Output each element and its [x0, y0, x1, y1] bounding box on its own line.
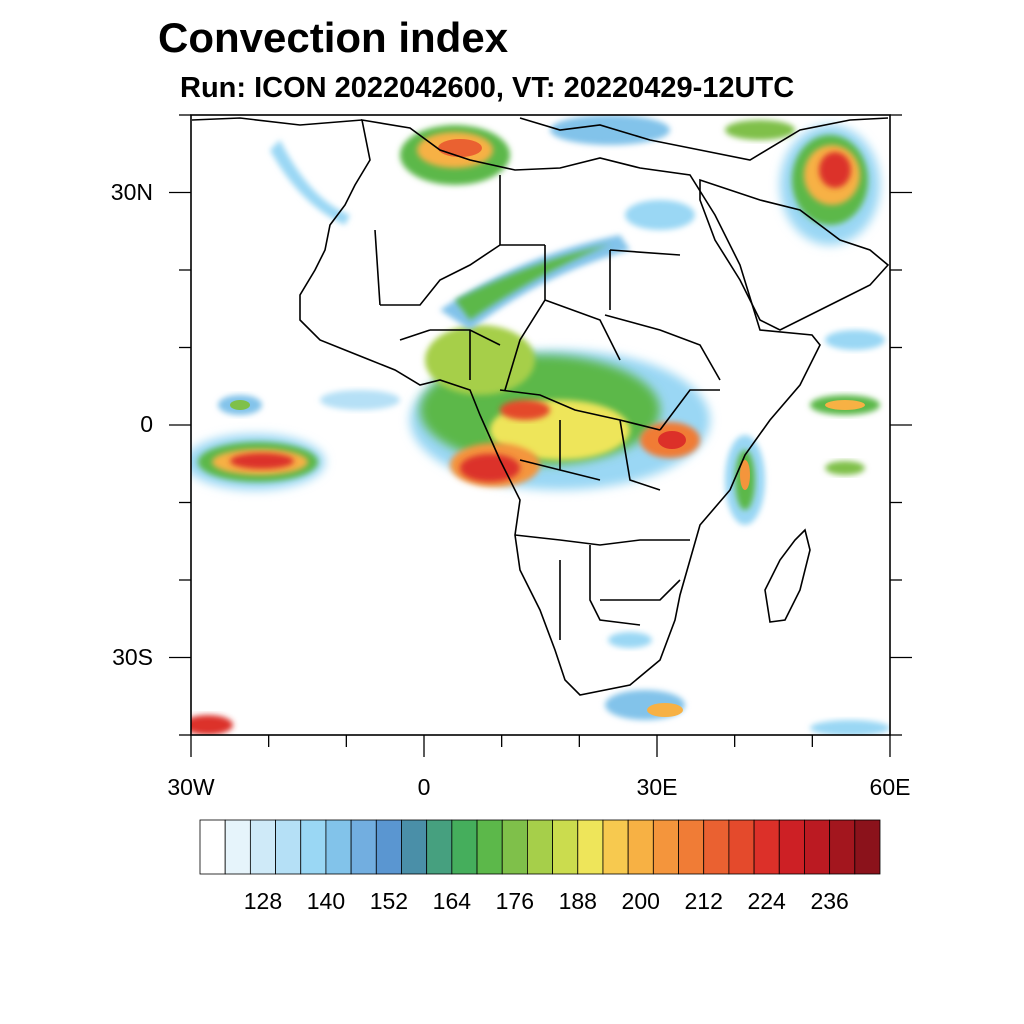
colorbar-swatch [224, 819, 251, 875]
plot-title: Convection index [158, 14, 509, 61]
colorbar-tick-label: 188 [558, 888, 597, 914]
convection-field [191, 115, 890, 735]
lat-label: 30N [110, 178, 153, 205]
plot-subtitle: Run: ICON 2022042600, VT: 20220429-12UTC [180, 72, 795, 104]
colorbar-tick-label: 224 [747, 888, 786, 914]
atlantic-convection-band [191, 390, 400, 490]
madagascar-coastline [764, 528, 811, 623]
colorbar-swatch [652, 819, 679, 875]
colorbar [199, 819, 881, 875]
colorbar-swatch [527, 819, 553, 875]
lat-label: 0 [140, 411, 153, 437]
colorbar-swatch [325, 819, 352, 875]
colorbar-swatch [753, 819, 780, 875]
lon-label: 60E [869, 774, 911, 800]
colorbar-swatch [426, 819, 453, 875]
colorbar-swatch [300, 819, 327, 875]
colorbar-swatch [552, 819, 579, 875]
colorbar-tick-label: 212 [684, 888, 723, 914]
colorbar-tick-label: 200 [621, 888, 660, 914]
colorbar-tick-label: 164 [432, 888, 472, 914]
arabia-coastline [699, 178, 890, 331]
colorbar-tick-label: 176 [495, 888, 534, 914]
country-borders [374, 175, 721, 640]
lon-label: 30E [636, 774, 678, 800]
coastlines [191, 117, 890, 696]
colorbar-swatch [501, 819, 528, 875]
colorbar-swatch [199, 819, 226, 875]
colorbar-swatch [703, 819, 730, 875]
colorbar-swatch [829, 819, 856, 875]
colorbar-swatch [476, 819, 503, 875]
colorbar-swatch [678, 819, 705, 875]
colorbar-swatch [728, 819, 755, 875]
colorbar-swatch [627, 819, 654, 875]
colorbar-tick-label: 152 [369, 888, 409, 914]
colorbar-swatch [375, 819, 402, 875]
colorbar-swatch [275, 819, 302, 875]
sahel-convection-band [440, 235, 630, 330]
arabia-convection [725, 120, 880, 245]
lon-label: 0 [417, 774, 431, 800]
europe-coastline [191, 117, 889, 161]
lat-label: 30S [112, 643, 153, 670]
axis-ticks [169, 114, 912, 757]
southern-convection [191, 632, 890, 735]
colorbar-swatch [577, 819, 604, 875]
colorbar-swatch [451, 819, 478, 875]
east-africa-convection [725, 330, 885, 525]
colorbar-swatch [401, 819, 428, 875]
north-africa-convection [270, 115, 695, 230]
colorbar-tick-label: 128 [243, 888, 283, 914]
colorbar-swatch [854, 819, 881, 875]
colorbar-swatch [602, 819, 629, 875]
lon-label: 30W [167, 774, 215, 800]
colorbar-swatch [249, 819, 276, 875]
colorbar-tick-label: 236 [810, 888, 849, 914]
colorbar-swatch [804, 819, 831, 875]
africa-coastline [299, 119, 821, 696]
colorbar-tick-label: 140 [306, 888, 346, 914]
colorbar-swatch [350, 819, 377, 875]
colorbar-swatch [778, 819, 805, 875]
